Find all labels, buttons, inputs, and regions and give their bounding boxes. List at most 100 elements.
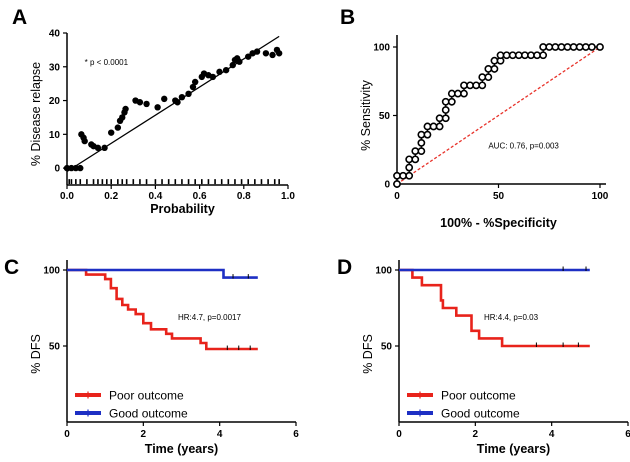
y-tick-label: 40 bbox=[49, 29, 61, 40]
data-point bbox=[174, 99, 181, 106]
roc-point bbox=[478, 81, 487, 90]
x-tick-label: 2 bbox=[141, 429, 147, 440]
y-tick-label: 50 bbox=[49, 342, 61, 353]
roc-point bbox=[441, 106, 450, 114]
x-tick-label: 4 bbox=[549, 429, 555, 440]
y-axis-title: % DFS bbox=[29, 334, 43, 374]
data-point bbox=[94, 144, 102, 152]
data-point bbox=[63, 164, 71, 172]
x-tick-label: 6 bbox=[293, 429, 299, 440]
x-axis-title: Time (years) bbox=[477, 442, 550, 456]
roc-point bbox=[557, 43, 566, 51]
roc-point bbox=[423, 122, 432, 131]
x-tick-label: 0.6 bbox=[193, 191, 207, 202]
roc-point bbox=[545, 43, 554, 51]
data-point bbox=[229, 61, 236, 69]
panel-a-scatter: 0 10 20 30 40 0.0 0.2 0.4 0.6 0.8 1.0 Probability % … bbox=[29, 29, 295, 217]
panel-c-survival: 50 100 0 2 4 6 Time (years) % DFS HR:4.7, p=0.00… bbox=[29, 260, 299, 456]
legend-label: Poor outcome bbox=[441, 389, 516, 403]
x-tick-label: 0.0 bbox=[60, 191, 74, 202]
x-tick-label: 50 bbox=[493, 191, 505, 202]
x-tick-label: 0 bbox=[396, 429, 402, 440]
data-point bbox=[122, 105, 129, 113]
data-point bbox=[101, 144, 108, 152]
panel-letter-a: A bbox=[12, 6, 27, 29]
roc-point bbox=[563, 43, 572, 51]
x-axis-title: 100% - %Specificity bbox=[440, 216, 557, 230]
roc-point bbox=[466, 81, 474, 90]
roc-point bbox=[405, 171, 414, 180]
roc-point bbox=[429, 122, 438, 131]
roc-point bbox=[405, 163, 414, 172]
roc-point bbox=[453, 89, 462, 98]
roc-point bbox=[490, 56, 499, 65]
legend-label: Good outcome bbox=[109, 407, 188, 421]
data-point bbox=[143, 100, 150, 108]
legend-label: Good outcome bbox=[441, 407, 520, 421]
x-tick-label: 0.8 bbox=[237, 191, 251, 202]
data-point bbox=[161, 95, 168, 103]
legend-item-poor: Poor outcome bbox=[75, 389, 184, 403]
legend-item-poor: Poor outcome bbox=[407, 389, 516, 403]
y-tick-label: 10 bbox=[49, 130, 61, 141]
hr-annotation: HR:4.7, p=0.0017 bbox=[178, 313, 241, 322]
roc-point bbox=[399, 171, 407, 180]
panel-letter-b: B bbox=[340, 6, 355, 29]
data-point bbox=[191, 78, 199, 86]
panel-letter-d: D bbox=[337, 256, 352, 279]
survival-curve-good bbox=[67, 268, 258, 279]
roc-point bbox=[490, 65, 499, 73]
y-tick-label: 100 bbox=[43, 266, 60, 277]
y-tick-label: 100 bbox=[373, 43, 390, 54]
roc-point bbox=[423, 130, 432, 139]
roc-point bbox=[441, 114, 450, 123]
roc-point bbox=[435, 122, 444, 131]
y-tick-label: 100 bbox=[375, 266, 392, 277]
reference-diagonal bbox=[396, 46, 601, 185]
data-point bbox=[119, 114, 126, 121]
y-tick-label: 0 bbox=[384, 180, 390, 191]
roc-point bbox=[472, 81, 481, 90]
x-tick-label: 4 bbox=[217, 429, 223, 440]
data-point bbox=[216, 68, 223, 76]
roc-point bbox=[539, 51, 548, 60]
roc-point bbox=[508, 51, 517, 60]
data-point bbox=[185, 90, 192, 98]
roc-point bbox=[569, 43, 578, 51]
legend-item-good: Good outcome bbox=[75, 407, 188, 421]
roc-point bbox=[478, 73, 487, 82]
survival-curve-poor bbox=[67, 268, 258, 351]
survival-curve-poor bbox=[399, 268, 590, 348]
data-point bbox=[269, 51, 276, 59]
y-tick-label: 20 bbox=[49, 96, 61, 107]
x-tick-label: 0.4 bbox=[148, 191, 162, 202]
data-point bbox=[114, 124, 122, 131]
roc-point bbox=[460, 89, 468, 98]
panel-d-survival: 50 100 0 2 4 6 Time (years) % DFS HR:4.4, p=0.03… bbox=[361, 260, 630, 456]
panel-b-roc: 00 50 50 100 100 100% - %Specificity % Sensiti… bbox=[359, 35, 609, 230]
roc-point bbox=[581, 43, 590, 51]
x-tick-label: 1.0 bbox=[281, 191, 295, 202]
data-point bbox=[154, 104, 161, 111]
data-point bbox=[236, 58, 243, 65]
y-axis-title: % Sensitivity bbox=[359, 79, 373, 151]
roc-point bbox=[527, 51, 535, 60]
data-point bbox=[68, 164, 75, 172]
roc-point bbox=[484, 65, 493, 73]
roc-point bbox=[441, 97, 450, 106]
roc-point bbox=[533, 51, 541, 60]
data-point bbox=[178, 93, 186, 101]
p-value-annotation: * p < 0.0001 bbox=[85, 58, 129, 67]
data-point bbox=[72, 164, 80, 172]
hr-annotation: HR:4.4, p=0.03 bbox=[484, 313, 539, 322]
roc-point bbox=[502, 51, 511, 60]
roc-point bbox=[484, 73, 493, 82]
legend-item-good: Good outcome bbox=[407, 407, 520, 421]
roc-point bbox=[496, 51, 505, 60]
y-tick-label: 0 bbox=[54, 164, 60, 175]
y-tick-label: 50 bbox=[379, 111, 391, 122]
x-axis-title: Time (years) bbox=[145, 442, 218, 456]
x-axis-title: Probability bbox=[150, 202, 215, 216]
y-tick-label: 50 bbox=[381, 342, 393, 353]
